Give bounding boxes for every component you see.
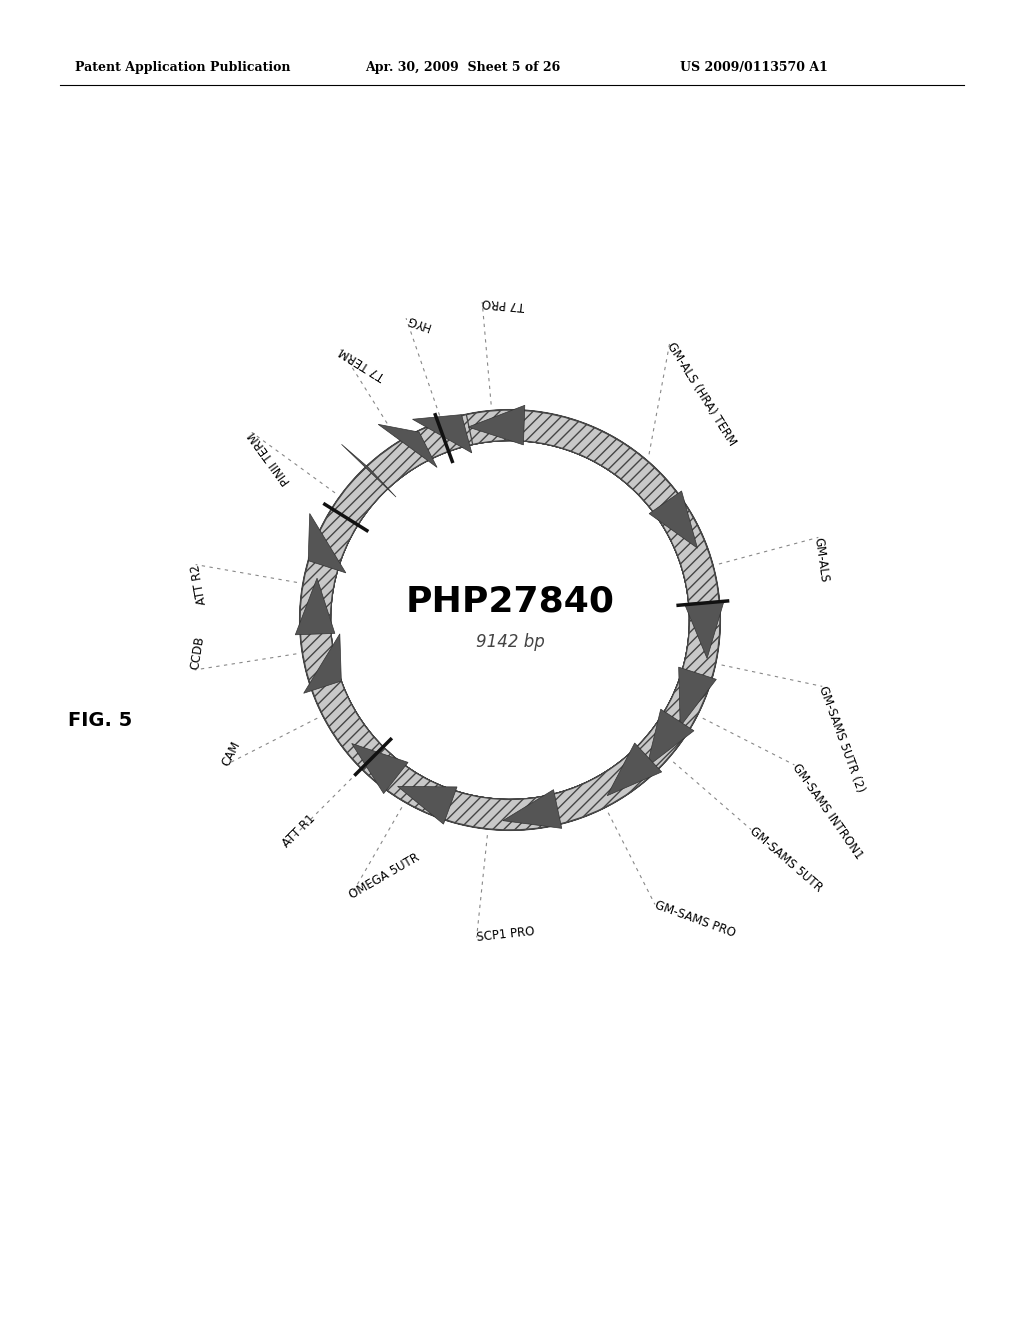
- Polygon shape: [397, 787, 457, 824]
- Text: US 2009/0113570 A1: US 2009/0113570 A1: [680, 62, 827, 74]
- Polygon shape: [378, 424, 437, 467]
- Polygon shape: [413, 414, 472, 453]
- Text: T7 PRO: T7 PRO: [481, 296, 525, 313]
- Text: PINII TERM: PINII TERM: [247, 429, 294, 487]
- Text: HYG: HYG: [403, 312, 432, 333]
- Text: FIG. 5: FIG. 5: [68, 710, 132, 730]
- Polygon shape: [300, 411, 720, 830]
- Text: ATT R2: ATT R2: [189, 564, 209, 606]
- Polygon shape: [607, 743, 662, 796]
- Text: PHP27840: PHP27840: [406, 585, 614, 619]
- Polygon shape: [342, 445, 396, 498]
- Text: GM-ALS: GM-ALS: [812, 536, 831, 583]
- Polygon shape: [468, 405, 524, 445]
- Polygon shape: [679, 667, 717, 726]
- Text: GM-ALS (HRA) TERM: GM-ALS (HRA) TERM: [665, 341, 738, 447]
- Text: Patent Application Publication: Patent Application Publication: [75, 62, 291, 74]
- Polygon shape: [681, 626, 720, 685]
- Text: 9142 bp: 9142 bp: [475, 634, 545, 651]
- Text: GM-SAMS 5UTR (2): GM-SAMS 5UTR (2): [816, 684, 866, 795]
- Text: SCP1 PRO: SCP1 PRO: [476, 925, 536, 944]
- Text: ATT R1: ATT R1: [280, 812, 317, 850]
- Polygon shape: [684, 602, 724, 659]
- Text: T7 TERM: T7 TERM: [337, 343, 388, 381]
- Text: Apr. 30, 2009  Sheet 5 of 26: Apr. 30, 2009 Sheet 5 of 26: [365, 62, 560, 74]
- Text: OMEGA 5UTR: OMEGA 5UTR: [347, 851, 422, 902]
- Text: GM-SAMS PRO: GM-SAMS PRO: [652, 899, 737, 940]
- Polygon shape: [660, 681, 708, 734]
- Polygon shape: [351, 743, 408, 793]
- Text: CCDB: CCDB: [188, 636, 207, 671]
- Polygon shape: [649, 491, 697, 548]
- Polygon shape: [300, 411, 720, 830]
- Polygon shape: [300, 411, 720, 830]
- Polygon shape: [647, 709, 694, 767]
- Polygon shape: [300, 411, 720, 830]
- Polygon shape: [663, 508, 720, 611]
- Polygon shape: [300, 411, 720, 830]
- Text: GM-SAMS INTRON1: GM-SAMS INTRON1: [790, 762, 865, 862]
- Polygon shape: [304, 634, 341, 693]
- Polygon shape: [633, 723, 682, 774]
- Polygon shape: [300, 411, 720, 830]
- Polygon shape: [381, 762, 440, 813]
- Polygon shape: [548, 755, 648, 825]
- Polygon shape: [503, 789, 562, 829]
- Polygon shape: [308, 513, 346, 573]
- Polygon shape: [438, 789, 540, 830]
- Polygon shape: [300, 411, 720, 830]
- Text: GM-SAMS 5UTR: GM-SAMS 5UTR: [746, 825, 824, 895]
- Polygon shape: [295, 578, 335, 635]
- Text: CAM: CAM: [220, 738, 244, 768]
- Polygon shape: [594, 434, 682, 517]
- Polygon shape: [300, 411, 720, 830]
